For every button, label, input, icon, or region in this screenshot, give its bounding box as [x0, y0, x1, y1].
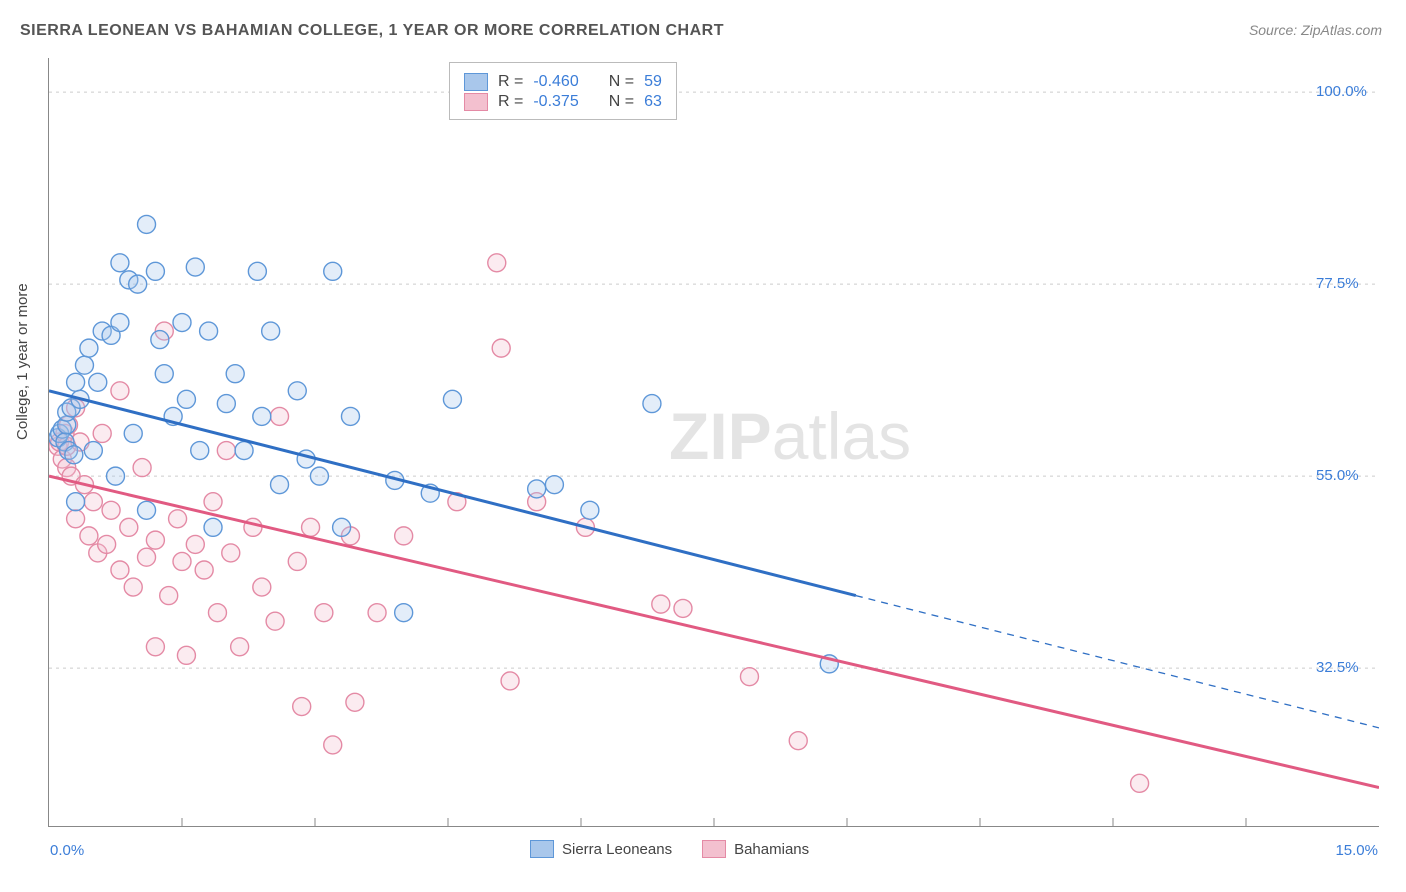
x-tick-right: 15.0%	[1335, 842, 1378, 859]
stats-r-label: R =	[498, 93, 523, 111]
y-tick-label: 32.5%	[1316, 659, 1359, 676]
legend-label-0: Sierra Leoneans	[562, 841, 672, 858]
y-tick-label: 77.5%	[1316, 275, 1359, 292]
stats-row-series-1: R = -0.375 N = 63	[464, 93, 662, 111]
bottom-legend: Sierra Leoneans Bahamians	[530, 840, 809, 858]
stats-r-value-0: -0.460	[533, 73, 578, 91]
chart-container: SIERRA LEONEAN VS BAHAMIAN COLLEGE, 1 YE…	[0, 0, 1406, 892]
legend-swatch-0	[530, 840, 554, 858]
y-tick-label: 55.0%	[1316, 467, 1359, 484]
stats-r-label: R =	[498, 73, 523, 91]
stats-n-label: N =	[609, 93, 634, 111]
stats-r-value-1: -0.375	[533, 93, 578, 111]
legend-item-0: Sierra Leoneans	[530, 840, 672, 858]
y-tick-label: 100.0%	[1316, 83, 1367, 100]
stats-n-label: N =	[609, 73, 634, 91]
legend-item-1: Bahamians	[702, 840, 809, 858]
legend-label-1: Bahamians	[734, 841, 809, 858]
stats-n-value-0: 59	[644, 73, 662, 91]
plot-area: R = -0.460 N = 59 R = -0.375 N = 63 ZIPa…	[48, 58, 1379, 827]
swatch-series-1	[464, 93, 488, 111]
stats-row-series-0: R = -0.460 N = 59	[464, 73, 662, 91]
chart-title: SIERRA LEONEAN VS BAHAMIAN COLLEGE, 1 YE…	[20, 22, 724, 40]
source-attribution: Source: ZipAtlas.com	[1249, 22, 1382, 38]
legend-swatch-1	[702, 840, 726, 858]
y-axis-label: College, 1 year or more	[14, 283, 31, 440]
scatter-svg	[49, 58, 1379, 826]
x-tick-left: 0.0%	[50, 842, 84, 859]
stats-n-value-1: 63	[644, 93, 662, 111]
swatch-series-0	[464, 73, 488, 91]
stats-legend-box: R = -0.460 N = 59 R = -0.375 N = 63	[449, 62, 677, 120]
